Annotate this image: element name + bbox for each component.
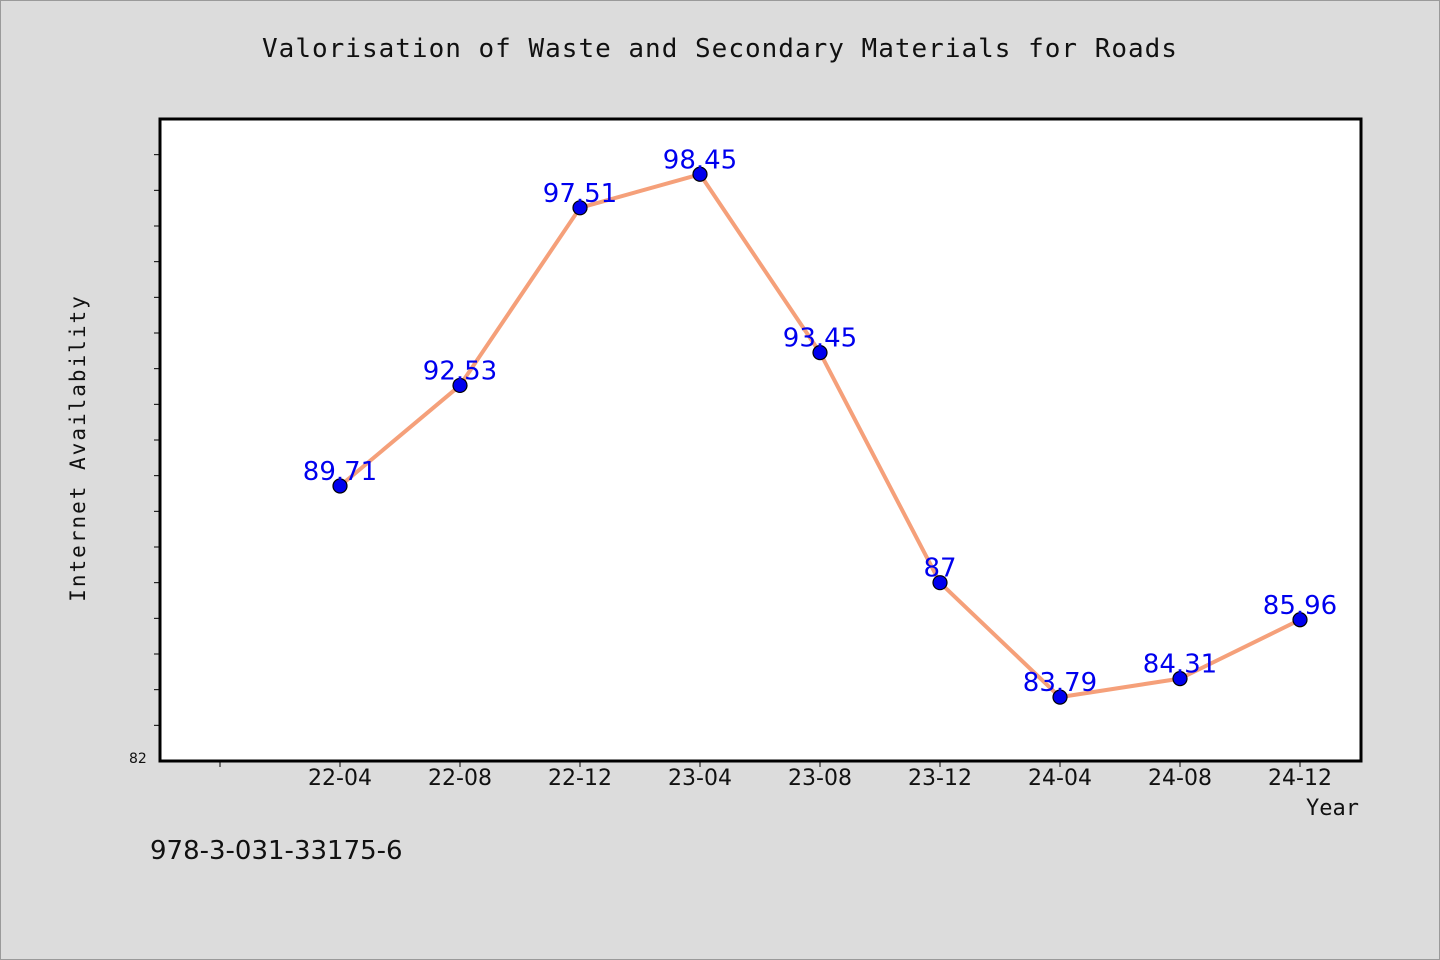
y-tick-label-min: 82 xyxy=(129,751,147,767)
data-label: 84.31 xyxy=(1143,650,1217,680)
x-tick-label: 24-08 xyxy=(1148,766,1212,791)
data-point xyxy=(1052,689,1068,705)
data-point xyxy=(332,478,348,494)
x-tick-label: 23-08 xyxy=(788,766,852,791)
data-point xyxy=(1172,671,1188,687)
x-tick-label: 22-12 xyxy=(548,766,612,791)
data-label: 97.51 xyxy=(543,179,617,209)
data-point xyxy=(1292,612,1308,628)
markers xyxy=(332,166,1308,705)
data-point xyxy=(692,166,708,182)
x-tick-label: 24-04 xyxy=(1028,766,1092,791)
y-ticks xyxy=(154,154,160,726)
data-label: 89.71 xyxy=(303,457,377,487)
x-axis-label: Year xyxy=(1306,796,1359,821)
data-point xyxy=(932,575,948,591)
plot-area xyxy=(158,117,1363,763)
data-point xyxy=(812,345,828,361)
x-tick-label: 22-04 xyxy=(308,766,372,791)
x-tick-label: 24-12 xyxy=(1268,766,1332,791)
data-point xyxy=(452,377,468,394)
x-tick-label: 22-08 xyxy=(428,766,492,791)
data-label: 93.45 xyxy=(783,324,857,354)
x-tick-label: 23-12 xyxy=(908,766,972,791)
data-labels: 89.71 92.53 97.51 98.45 93.45 87 83.79 84.31 85.… xyxy=(303,145,1337,698)
data-label: 98.45 xyxy=(663,145,737,175)
x-ticks: 22-04 22-08 22-12 23-04 23-08 23-12 24-04 24-08… xyxy=(219,761,1332,791)
data-label: 85.96 xyxy=(1263,591,1337,621)
data-point xyxy=(572,200,588,216)
data-label: 87 xyxy=(923,554,956,584)
x-tick-label: 23-04 xyxy=(668,766,732,791)
data-label: 92.53 xyxy=(423,356,497,386)
isbn-footer: 978-3-031-33175-6 xyxy=(150,836,403,866)
chart-title: Valorisation of Waste and Secondary Mate… xyxy=(262,34,1178,64)
data-label: 83.79 xyxy=(1023,668,1097,698)
